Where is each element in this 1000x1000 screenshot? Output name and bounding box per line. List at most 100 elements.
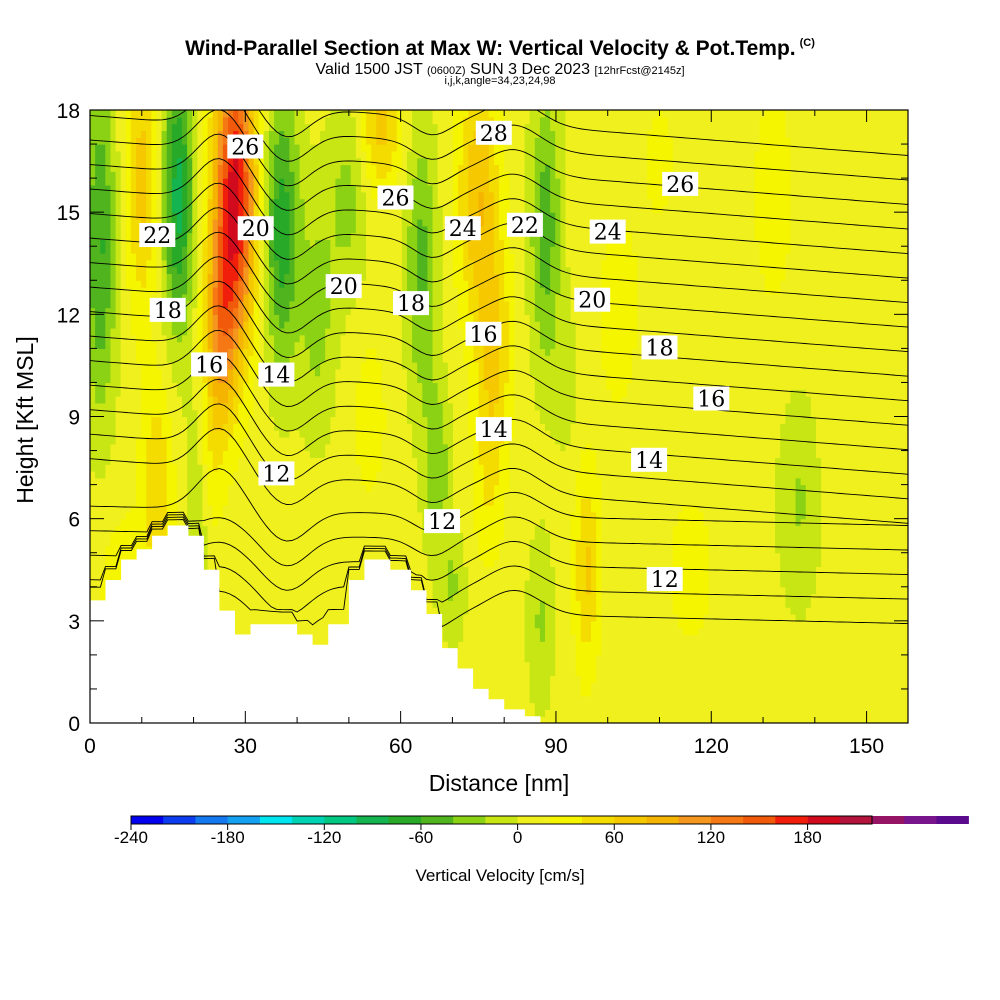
w-cell	[780, 695, 786, 704]
w-cell	[447, 627, 454, 636]
w-cell	[780, 709, 786, 717]
w-cell	[872, 579, 878, 588]
w-cell	[698, 675, 705, 683]
w-cell	[555, 525, 561, 533]
w-cell	[723, 559, 730, 567]
w-cell	[386, 525, 393, 533]
w-cell	[335, 545, 342, 554]
w-cell	[718, 532, 725, 540]
w-cell	[596, 579, 602, 588]
w-cell	[637, 661, 643, 670]
w-cell	[775, 702, 781, 710]
w-cell	[703, 586, 710, 595]
w-cell	[207, 525, 214, 533]
w-cell	[790, 641, 797, 649]
w-cell	[734, 539, 740, 547]
w-cell	[550, 716, 556, 723]
w-cell	[841, 627, 848, 636]
w-cell	[642, 511, 648, 520]
w-cell	[693, 525, 699, 533]
w-cell	[780, 641, 786, 649]
w-cell	[314, 539, 321, 547]
w-cell	[570, 648, 577, 656]
w-cell	[585, 648, 592, 656]
w-cell	[759, 668, 766, 676]
w-cell	[754, 586, 761, 595]
w-cell	[534, 579, 541, 588]
w-cell	[289, 579, 296, 588]
w-cell	[642, 641, 648, 649]
w-cell	[703, 579, 710, 588]
w-cell	[248, 539, 255, 547]
w-cell	[263, 539, 270, 547]
w-cell	[555, 614, 561, 622]
w-cell	[550, 566, 556, 574]
w-cell	[693, 573, 699, 581]
w-cell	[851, 586, 858, 595]
w-cell	[657, 518, 664, 527]
w-cell	[463, 518, 469, 527]
w-cell	[519, 532, 526, 540]
w-cell	[872, 668, 878, 676]
w-cell	[744, 675, 751, 683]
w-cell	[861, 661, 868, 670]
w-cell	[729, 545, 735, 554]
w-cell	[836, 620, 843, 629]
w-cell	[268, 545, 275, 554]
w-cell	[304, 539, 311, 547]
w-cell	[693, 552, 699, 561]
w-cell	[575, 593, 582, 601]
w-cell	[683, 518, 689, 527]
w-cell	[458, 593, 464, 601]
w-cell	[493, 641, 500, 649]
w-cell	[325, 593, 331, 601]
w-cell	[238, 607, 244, 615]
w-cell	[683, 532, 689, 540]
w-cell	[826, 648, 832, 656]
w-cell	[452, 573, 459, 581]
w-cell	[749, 600, 756, 608]
w-cell	[800, 709, 807, 717]
w-cell	[703, 675, 710, 683]
w-cell	[524, 532, 531, 540]
w-cell	[698, 518, 705, 527]
w-cell	[596, 518, 602, 527]
w-cell	[304, 532, 311, 540]
w-cell	[734, 545, 740, 554]
w-cell	[688, 511, 694, 520]
w-cell	[718, 641, 725, 649]
w-cell	[105, 545, 112, 554]
w-cell	[580, 518, 587, 527]
w-cell	[662, 668, 669, 676]
w-cell	[560, 682, 567, 690]
w-cell	[616, 654, 623, 663]
w-cell	[304, 586, 311, 595]
w-cell	[739, 695, 745, 704]
w-cell	[570, 545, 577, 554]
w-cell	[831, 539, 838, 547]
w-cell	[897, 702, 904, 710]
w-cell	[795, 600, 802, 608]
w-cell	[575, 559, 582, 567]
w-cell	[708, 688, 715, 697]
w-cell	[330, 593, 336, 601]
w-cell	[698, 688, 705, 697]
w-cell	[110, 566, 117, 574]
w-cell	[478, 641, 485, 649]
w-cell	[826, 545, 832, 554]
w-cell	[238, 525, 244, 533]
w-cell	[810, 634, 817, 642]
w-cell	[902, 688, 908, 697]
w-cell	[764, 579, 771, 588]
w-cell	[831, 579, 838, 588]
w-cell	[672, 552, 679, 561]
w-cell	[810, 648, 817, 656]
w-cell	[831, 511, 838, 520]
w-cell	[698, 634, 705, 642]
w-cell	[861, 654, 868, 663]
w-cell	[795, 620, 802, 629]
w-cell	[734, 688, 740, 697]
w-cell	[228, 511, 234, 520]
w-cell	[693, 702, 699, 710]
w-cell	[769, 573, 776, 581]
